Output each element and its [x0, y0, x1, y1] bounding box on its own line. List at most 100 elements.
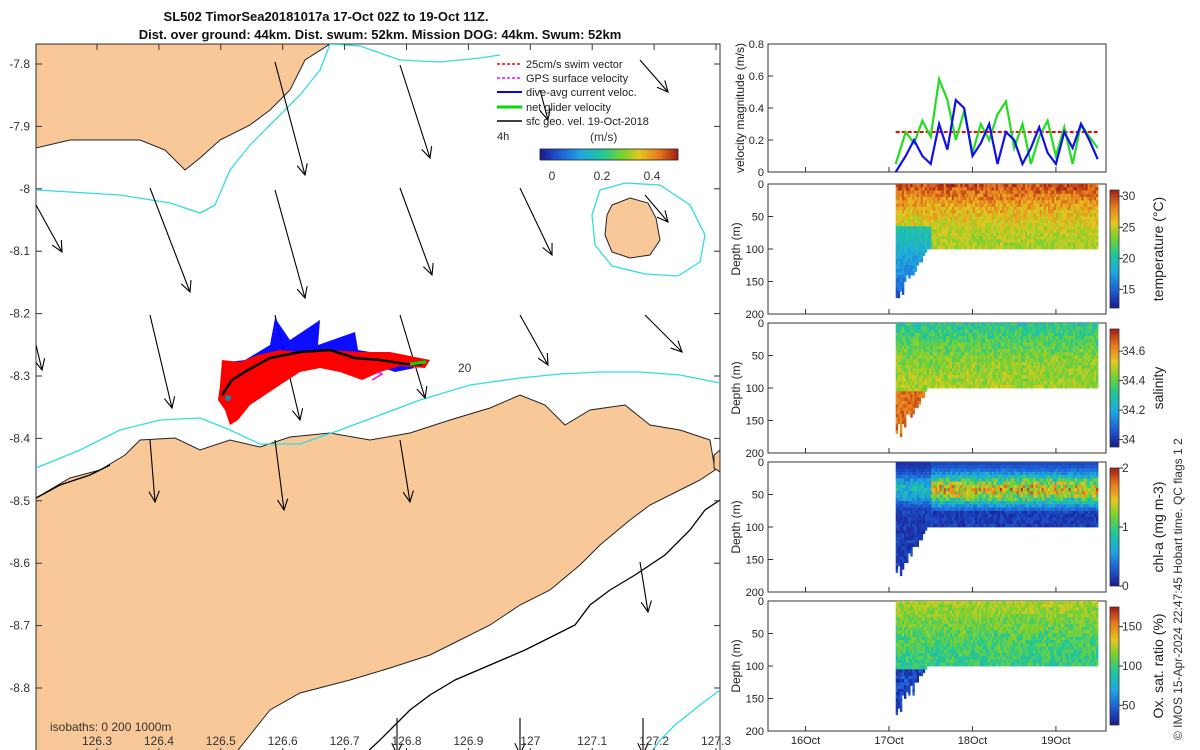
section-cell [972, 349, 976, 353]
section-cell [897, 245, 901, 250]
section-cell [958, 232, 961, 237]
section-cell [899, 245, 903, 250]
section-cell [975, 206, 978, 211]
section-cell [952, 193, 955, 198]
section-cell [937, 465, 940, 469]
section-cell [920, 229, 924, 234]
section-cell [1079, 236, 1082, 240]
section-cell [1089, 336, 1093, 340]
section-cell [897, 288, 901, 292]
section-cell [1073, 375, 1076, 379]
section-cell [941, 355, 944, 360]
section-cell [910, 210, 913, 214]
section-cell [899, 278, 903, 282]
section-cell [1018, 206, 1022, 211]
section-cell [899, 232, 903, 237]
section-cell [1087, 332, 1090, 337]
section-cell [945, 197, 949, 201]
section-cell [1023, 381, 1026, 386]
section-cell [922, 510, 926, 515]
section-cell [1016, 229, 1020, 234]
section-cell [1020, 236, 1024, 240]
section-cell [935, 491, 938, 495]
section-cell [935, 504, 938, 508]
section-cell [899, 559, 903, 564]
section-cell [897, 527, 901, 531]
section-cell [920, 491, 924, 495]
section-cell [1083, 362, 1086, 366]
section-cell [897, 362, 901, 366]
section-cell [1041, 232, 1045, 237]
section-cell [954, 239, 957, 243]
section-cell [929, 239, 932, 243]
section-cell [945, 368, 949, 373]
section-cell [977, 210, 980, 214]
section-cell [901, 255, 905, 260]
section-cell [981, 223, 984, 227]
section-cell [910, 501, 913, 505]
section-cell [899, 365, 903, 369]
section-cell [1045, 375, 1049, 379]
section-cell [945, 371, 949, 376]
section-cell [1027, 362, 1030, 366]
section-cell [1037, 349, 1040, 353]
section-cell [1087, 329, 1090, 334]
section-cell [1004, 323, 1007, 327]
section-cell [910, 345, 913, 350]
section-cell [1018, 365, 1022, 369]
section-cell [1093, 219, 1097, 224]
section-cell [993, 345, 997, 350]
section-cell [997, 184, 1001, 188]
section-cell [1079, 190, 1082, 195]
section-cell [977, 358, 980, 363]
section-cell [956, 226, 959, 230]
colorbar-tick-label: 34.4 [1122, 374, 1146, 388]
section-cell [981, 184, 984, 188]
section-cell [931, 465, 934, 469]
section-cell [985, 345, 988, 350]
section-cell [935, 384, 938, 389]
section-cell [1039, 326, 1043, 330]
section-cell [960, 352, 963, 356]
section-cell [1091, 339, 1095, 343]
section-cell [1066, 242, 1070, 247]
section-cell [1025, 362, 1028, 366]
section-cell [954, 245, 957, 250]
section-cell [1016, 378, 1020, 382]
section-cell [899, 239, 903, 243]
section-cell [993, 342, 997, 347]
section-cell [912, 200, 915, 204]
section-cell [985, 378, 988, 382]
section-cell [952, 339, 955, 343]
section-cell [1070, 378, 1074, 382]
section-cell [1012, 206, 1015, 211]
section-cell [920, 358, 924, 363]
section-cell [1035, 187, 1038, 191]
section-cell [958, 193, 961, 198]
section-cell [1008, 200, 1011, 204]
section-cell [1010, 381, 1013, 386]
section-cell [1000, 352, 1003, 356]
section-cell [947, 355, 951, 360]
section-cell [929, 355, 932, 360]
section-cell [1000, 375, 1003, 379]
section-cell [916, 200, 919, 204]
section-cell [899, 410, 903, 415]
depth-tick-label: 50 [752, 212, 764, 224]
section-cell [1085, 187, 1088, 191]
section-cell [1029, 232, 1032, 237]
map-lon-tick-label: 126.9 [453, 734, 483, 748]
section-cell [1089, 342, 1093, 347]
section-cell [908, 507, 911, 512]
section-cell [929, 362, 932, 366]
section-cell [987, 323, 990, 327]
section-cell [962, 371, 965, 376]
section-cell [1073, 365, 1076, 369]
section-cell [945, 242, 949, 247]
section-cell [1093, 193, 1097, 198]
section-cell [1008, 355, 1011, 360]
section-cell [1070, 200, 1074, 204]
section-cell [904, 471, 907, 476]
section-cell [1056, 342, 1059, 347]
section-cell [989, 210, 992, 214]
